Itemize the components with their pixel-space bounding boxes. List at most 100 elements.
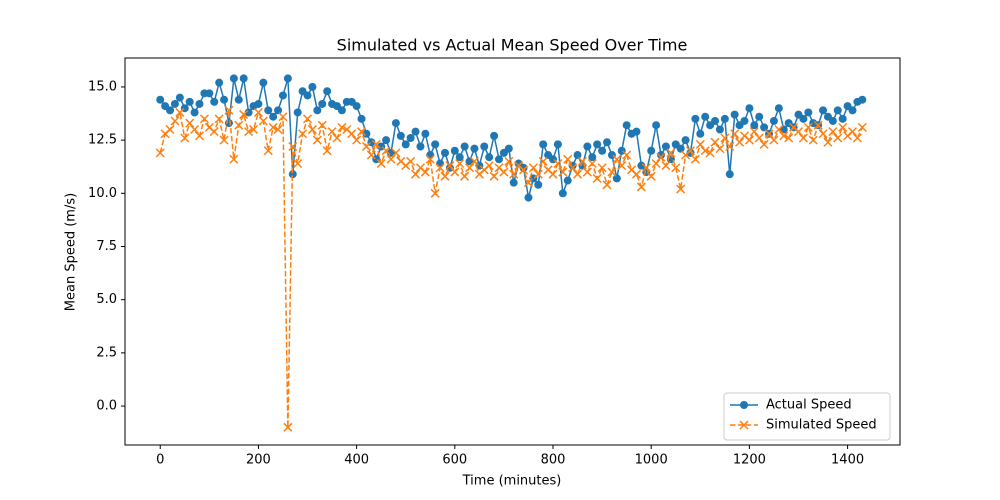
data-point [421, 129, 430, 138]
data-point [440, 171, 450, 181]
data-point [469, 156, 479, 166]
data-point [519, 163, 528, 172]
data-point [308, 82, 317, 91]
data-point [808, 135, 818, 145]
data-point [646, 171, 656, 181]
data-point [602, 180, 612, 190]
y-tick-label: 0.0 [96, 399, 117, 414]
y-tick-label: 5.0 [96, 292, 117, 307]
data-point [175, 93, 184, 102]
data-point [293, 158, 303, 169]
data-point [711, 116, 720, 125]
data-point [263, 146, 273, 156]
x-tick-label: 1400 [831, 453, 864, 468]
data-point [833, 133, 843, 143]
data-point [220, 95, 229, 104]
x-axis-label: Time (minutes) [462, 474, 562, 489]
data-point [288, 141, 298, 152]
data-point [553, 140, 562, 149]
data-point [253, 107, 263, 117]
data-point [858, 95, 867, 104]
data-point [656, 152, 666, 162]
legend-marker [739, 420, 749, 430]
data-point [857, 122, 867, 132]
data-point [533, 169, 543, 179]
data-point [622, 121, 631, 130]
data-point [239, 110, 249, 120]
data-point [386, 154, 396, 164]
data-point [406, 133, 415, 142]
data-point [180, 133, 190, 143]
data-point [210, 97, 219, 106]
data-point [470, 144, 479, 153]
data-point [411, 169, 421, 179]
data-point [347, 129, 357, 139]
data-point [852, 133, 862, 143]
data-point [430, 188, 440, 198]
data-point [366, 150, 376, 160]
data-point [558, 189, 567, 198]
y-axis-label: Mean Speed (m/s) [64, 193, 79, 311]
data-point [317, 120, 327, 130]
data-point [254, 99, 263, 108]
data-point [760, 123, 769, 132]
chart-title: Simulated vs Actual Mean Speed Over Time [337, 36, 688, 55]
data-point [676, 144, 685, 153]
data-point [313, 106, 322, 115]
data-point [676, 184, 686, 194]
data-point [312, 135, 322, 145]
data-point [420, 167, 430, 177]
data-point [690, 154, 700, 164]
data-point [671, 163, 681, 173]
data-point [636, 182, 646, 192]
data-point [754, 133, 764, 143]
data-point [391, 119, 400, 128]
data-point [288, 170, 297, 179]
data-point [774, 124, 784, 135]
data-point [278, 91, 287, 100]
data-point [548, 169, 558, 179]
data-point [234, 95, 243, 104]
x-tick-label: 1200 [733, 453, 766, 468]
data-point [769, 135, 779, 145]
data-point [194, 131, 205, 141]
y-tick-label: 7.5 [96, 239, 117, 254]
data-point [848, 106, 857, 115]
data-point [465, 163, 475, 173]
data-point [298, 129, 308, 139]
data-point [597, 163, 607, 173]
data-point [268, 122, 278, 132]
legend-marker [740, 401, 748, 409]
data-point [759, 139, 769, 149]
data-point [641, 163, 651, 173]
data-point [264, 106, 273, 115]
data-point [170, 116, 180, 126]
data-point [534, 180, 543, 189]
data-point [391, 148, 401, 158]
data-point [568, 163, 578, 173]
data-point [455, 158, 465, 169]
data-point [798, 133, 808, 143]
data-point [617, 161, 627, 171]
data-point [205, 89, 214, 98]
data-point [239, 74, 248, 83]
data-point [710, 137, 720, 147]
data-point [382, 136, 391, 145]
data-point [215, 78, 224, 87]
data-point [224, 105, 234, 115]
data-point [803, 122, 813, 132]
data-point [647, 146, 656, 155]
data-point [219, 135, 229, 145]
data-point [666, 148, 676, 158]
data-point [445, 161, 455, 171]
data-point [450, 167, 460, 177]
data-point [622, 150, 632, 160]
data-point [214, 114, 224, 124]
data-point [435, 163, 445, 173]
legend-box [723, 392, 891, 441]
data-point [376, 158, 386, 169]
data-point [769, 116, 778, 125]
data-point [784, 133, 794, 143]
data-point [828, 127, 838, 137]
data-point [455, 153, 464, 162]
